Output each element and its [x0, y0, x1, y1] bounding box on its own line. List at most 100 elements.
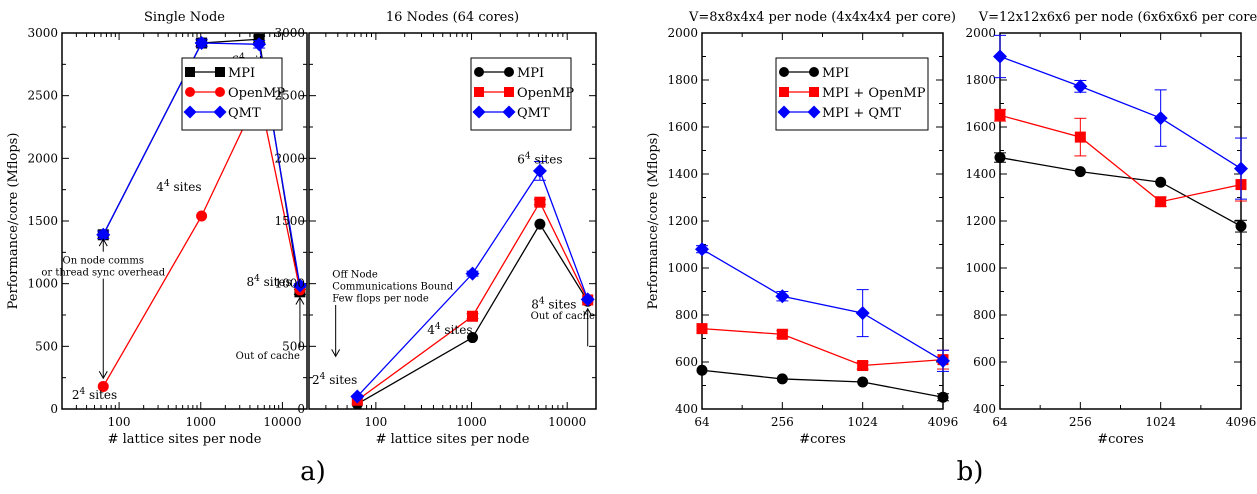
y-tick-label: 3000 — [27, 26, 58, 40]
data-point — [855, 306, 870, 321]
y-tick-label: 1500 — [274, 214, 305, 228]
series-qmt — [96, 36, 307, 293]
x-tick-label: 10000 — [548, 415, 586, 429]
y-tick-label: 1200 — [667, 214, 698, 228]
legend-label: OpenMP — [517, 86, 574, 101]
series-mpi-qmt — [695, 242, 950, 372]
legend-marker — [474, 87, 484, 97]
legend-marker — [215, 67, 225, 77]
y-tick-label: 600 — [675, 355, 698, 369]
series-line — [701, 369, 944, 398]
y-axis-label: Performance/core (Mflops) — [6, 133, 21, 310]
data-label: 24 sites — [72, 387, 117, 402]
series-line — [356, 169, 589, 397]
data-point — [1155, 176, 1167, 188]
series-mpi — [696, 364, 949, 403]
x-tick-label: 4096 — [1226, 415, 1257, 429]
series-line — [701, 327, 944, 367]
y-tick-label: 1200 — [965, 214, 996, 228]
legend-label: QMT — [228, 106, 261, 121]
x-axis-label: # lattice sites per node — [376, 432, 530, 447]
arrow-head — [98, 371, 108, 380]
data-point — [857, 376, 869, 388]
annotation-text: Out of cache — [531, 311, 595, 322]
figure-label-b: b) — [957, 457, 984, 487]
data-point — [467, 332, 479, 344]
data-label: 44 sites — [156, 179, 201, 194]
y-tick-label: 2500 — [274, 89, 305, 103]
legend-box — [775, 57, 929, 131]
x-tick-label: 1024 — [1145, 415, 1176, 429]
legend-box — [181, 57, 283, 131]
series-line — [356, 200, 589, 401]
y-tick-label: 2000 — [667, 26, 698, 40]
chart-panel-1: Single Node # lattice sites per node Perfo… — [6, 10, 308, 447]
chart-title: Single Node — [144, 10, 225, 25]
chart-panel-2: 16 Nodes (64 cores) # lattice sites per n… — [274, 10, 597, 447]
arrow-head — [583, 307, 593, 316]
legend-label: MPI — [228, 66, 255, 81]
arrow-head — [295, 296, 305, 305]
legend-marker — [502, 105, 516, 119]
y-tick-label: 2000 — [27, 151, 58, 165]
y-tick-label: 1000 — [965, 261, 996, 275]
y-tick-label: 0 — [50, 402, 58, 416]
data-point — [465, 266, 480, 281]
y-axis-label: Performance/core (Mflops) — [646, 133, 661, 310]
legend-marker — [185, 67, 195, 77]
data-point — [1155, 196, 1167, 208]
data-point — [696, 323, 708, 335]
data-point — [1074, 166, 1086, 178]
legend: MPI MPI + OpenMP MPI + QMT — [775, 57, 929, 131]
y-tick-label: 0 — [297, 402, 305, 416]
annotation-text: Few flops per node — [332, 293, 429, 304]
data-point — [252, 37, 267, 52]
x-tick-label: 100 — [364, 415, 387, 429]
y-tick-label: 1600 — [965, 120, 996, 134]
y-tick-label: 1000 — [274, 277, 305, 291]
series-line — [102, 42, 301, 286]
data-label: 64 sites — [517, 151, 562, 166]
legend-marker — [185, 87, 195, 97]
data-point — [467, 310, 479, 322]
legend-marker — [777, 105, 791, 119]
x-tick-label: 10000 — [263, 415, 301, 429]
y-tick-label: 400 — [675, 402, 698, 416]
data-point — [97, 380, 109, 392]
annotation-text: On node comms — [63, 256, 145, 267]
arrow-head — [98, 238, 108, 247]
data-point — [580, 292, 595, 307]
data-point — [776, 328, 788, 340]
series-mpi-openmp — [696, 323, 949, 372]
plot-frame — [999, 32, 1242, 410]
legend-label: MPI + OpenMP — [822, 86, 926, 101]
x-tick-label: 4096 — [928, 415, 959, 429]
data-label: 84 sites — [531, 297, 576, 312]
arrow-head — [331, 349, 341, 358]
y-tick-label: 600 — [973, 355, 996, 369]
data-point — [292, 278, 307, 293]
legend-marker — [779, 67, 789, 77]
y-tick-label: 1800 — [965, 73, 996, 87]
legend-label: MPI — [822, 66, 849, 81]
data-point — [937, 391, 949, 403]
chart-title: V=12x12x6x6 per node (6x6x6x6 per core) — [978, 10, 1257, 25]
legend-marker — [213, 105, 227, 119]
legend-marker — [779, 87, 789, 97]
data-point — [532, 163, 547, 178]
x-axis-label: # lattice sites per node — [108, 432, 262, 447]
chart-panel-3: V=8x8x4x4 per node (4x4x4x4 per core) #co… — [646, 10, 958, 447]
annotation-text: Off Node — [332, 269, 378, 280]
y-tick-label: 3000 — [274, 26, 305, 40]
y-tick-label: 1600 — [667, 120, 698, 134]
legend-marker — [183, 105, 197, 119]
chart-title: 16 Nodes (64 cores) — [386, 10, 519, 25]
chart-panels: Single Node # lattice sites per node Perfo… — [6, 10, 1257, 447]
chart-title: V=8x8x4x4 per node (4x4x4x4 per core) — [688, 10, 956, 25]
annotation-text: Communications Bound — [332, 281, 454, 292]
series-qmt — [350, 160, 595, 404]
data-label: 24 sites — [312, 372, 357, 387]
legend-label: OpenMP — [228, 86, 285, 101]
data-point — [534, 218, 546, 230]
